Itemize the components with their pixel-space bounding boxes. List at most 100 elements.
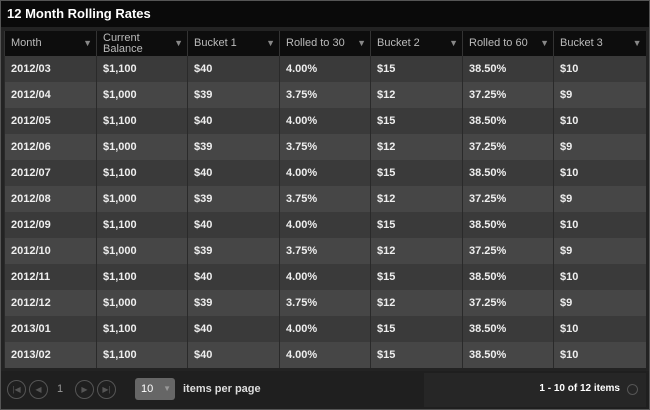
pager: |◀ ◀ 1 ▶ ▶| 10 ▼ items per page 1 - 10 of… bbox=[1, 371, 649, 409]
table-cell: $12 bbox=[370, 82, 463, 108]
table-row[interactable]: 2012/08 $1,000 $39 3.75% $12 37.25% $9 bbox=[4, 186, 646, 212]
table-cell: 37.25% bbox=[462, 82, 554, 108]
table-cell: $10 bbox=[553, 342, 646, 368]
table-row[interactable]: 2013/02 $1,100 $40 4.00% $15 38.50% $10 bbox=[4, 342, 646, 368]
table-cell: 4.00% bbox=[279, 212, 371, 238]
filter-icon[interactable]: ▼ bbox=[174, 38, 183, 48]
table-cell: $15 bbox=[370, 264, 463, 290]
table-cell: $10 bbox=[553, 108, 646, 134]
table-cell: 2012/09 bbox=[4, 212, 97, 238]
table-cell: 37.25% bbox=[462, 238, 554, 264]
filter-icon[interactable]: ▼ bbox=[449, 38, 458, 48]
table-cell: 37.25% bbox=[462, 290, 554, 316]
column-header-label: Month bbox=[11, 37, 42, 49]
table-cell: $1,100 bbox=[96, 316, 188, 342]
column-header[interactable]: Current Balance ▼ bbox=[96, 31, 188, 56]
table-row[interactable]: 2012/12 $1,000 $39 3.75% $12 37.25% $9 bbox=[4, 290, 646, 316]
table-cell: $1,000 bbox=[96, 134, 188, 160]
table-cell: 38.50% bbox=[462, 108, 554, 134]
grid-title: 12 Month Rolling Rates bbox=[1, 1, 649, 27]
first-page-button[interactable]: |◀ bbox=[7, 380, 26, 399]
table-cell: 3.75% bbox=[279, 134, 371, 160]
column-header[interactable]: Bucket 3 ▼ bbox=[553, 31, 646, 56]
table-cell: $12 bbox=[370, 134, 463, 160]
table-cell: 2012/08 bbox=[4, 186, 97, 212]
table-cell: $40 bbox=[187, 264, 280, 290]
last-page-button[interactable]: ▶| bbox=[97, 380, 116, 399]
table-cell: $39 bbox=[187, 186, 280, 212]
table-cell: 3.75% bbox=[279, 186, 371, 212]
table-cell: $15 bbox=[370, 212, 463, 238]
table-cell: $39 bbox=[187, 290, 280, 316]
table-cell: $10 bbox=[553, 56, 646, 82]
table-cell: $1,100 bbox=[96, 212, 188, 238]
table-cell: $10 bbox=[553, 264, 646, 290]
table-cell: $9 bbox=[553, 82, 646, 108]
table-cell: $1,000 bbox=[96, 290, 188, 316]
table-cell: $9 bbox=[553, 186, 646, 212]
table-cell: 2012/04 bbox=[4, 82, 97, 108]
table-cell: $15 bbox=[370, 316, 463, 342]
table-row[interactable]: 2012/09 $1,100 $40 4.00% $15 38.50% $10 bbox=[4, 212, 646, 238]
table-cell: $39 bbox=[187, 134, 280, 160]
table-cell: 2012/07 bbox=[4, 160, 97, 186]
table-row[interactable]: 2012/07 $1,100 $40 4.00% $15 38.50% $10 bbox=[4, 160, 646, 186]
table-cell: 2012/03 bbox=[4, 56, 97, 82]
rolling-rates-table: Month ▼ Current Balance ▼ Bucket 1 ▼ Rolled to… bbox=[4, 31, 646, 368]
table-cell: $40 bbox=[187, 316, 280, 342]
column-header[interactable]: Bucket 1 ▼ bbox=[187, 31, 280, 56]
table-cell: $40 bbox=[187, 160, 280, 186]
column-header-label: Rolled to 60 bbox=[469, 37, 528, 49]
filter-icon[interactable]: ▼ bbox=[540, 38, 549, 48]
table-cell: 37.25% bbox=[462, 134, 554, 160]
refresh-icon[interactable] bbox=[627, 384, 638, 395]
prev-page-button[interactable]: ◀ bbox=[29, 380, 48, 399]
filter-icon[interactable]: ▼ bbox=[83, 38, 92, 48]
table-cell: $12 bbox=[370, 238, 463, 264]
table-cell: 38.50% bbox=[462, 212, 554, 238]
table-cell: $15 bbox=[370, 56, 463, 82]
next-page-button[interactable]: ▶ bbox=[75, 380, 94, 399]
column-header[interactable]: Bucket 2 ▼ bbox=[370, 31, 463, 56]
pager-info-text: 1 - 10 of 12 items bbox=[539, 383, 620, 394]
table-cell: 4.00% bbox=[279, 108, 371, 134]
table-cell: $1,000 bbox=[96, 238, 188, 264]
column-header-label: Rolled to 30 bbox=[286, 37, 345, 49]
table-row[interactable]: 2012/03 $1,100 $40 4.00% $15 38.50% $10 bbox=[4, 56, 646, 82]
table-cell: 2013/02 bbox=[4, 342, 97, 368]
column-header[interactable]: Rolled to 60 ▼ bbox=[462, 31, 554, 56]
column-header[interactable]: Month ▼ bbox=[4, 31, 97, 56]
table-row[interactable]: 2013/01 $1,100 $40 4.00% $15 38.50% $10 bbox=[4, 316, 646, 342]
filter-icon[interactable]: ▼ bbox=[357, 38, 366, 48]
table-row[interactable]: 2012/05 $1,100 $40 4.00% $15 38.50% $10 bbox=[4, 108, 646, 134]
table-cell: 38.50% bbox=[462, 160, 554, 186]
table-row[interactable]: 2012/10 $1,000 $39 3.75% $12 37.25% $9 bbox=[4, 238, 646, 264]
table-cell: $12 bbox=[370, 186, 463, 212]
table-cell: $40 bbox=[187, 342, 280, 368]
column-header-label: Bucket 3 bbox=[560, 37, 603, 49]
table-cell: $9 bbox=[553, 238, 646, 264]
page-size-select[interactable]: 10 ▼ bbox=[135, 378, 175, 400]
table-cell: 38.50% bbox=[462, 264, 554, 290]
filter-icon[interactable]: ▼ bbox=[266, 38, 275, 48]
table-row[interactable]: 2012/06 $1,000 $39 3.75% $12 37.25% $9 bbox=[4, 134, 646, 160]
items-per-page-label: items per page bbox=[183, 383, 261, 395]
table-cell: 4.00% bbox=[279, 316, 371, 342]
filter-icon[interactable]: ▼ bbox=[632, 38, 642, 48]
table-cell: 4.00% bbox=[279, 342, 371, 368]
table-cell: 3.75% bbox=[279, 238, 371, 264]
table-cell: 2012/05 bbox=[4, 108, 97, 134]
table-cell: $40 bbox=[187, 108, 280, 134]
column-header-label: Bucket 1 bbox=[194, 37, 237, 49]
table-cell: $1,100 bbox=[96, 56, 188, 82]
table-cell: 3.75% bbox=[279, 82, 371, 108]
table-cell: $9 bbox=[553, 290, 646, 316]
table-cell: 38.50% bbox=[462, 316, 554, 342]
table-cell: $1,100 bbox=[96, 342, 188, 368]
table-row[interactable]: 2012/04 $1,000 $39 3.75% $12 37.25% $9 bbox=[4, 82, 646, 108]
table-row[interactable]: 2012/11 $1,100 $40 4.00% $15 38.50% $10 bbox=[4, 264, 646, 290]
current-page[interactable]: 1 bbox=[57, 383, 64, 395]
table-cell: 2012/11 bbox=[4, 264, 97, 290]
column-header[interactable]: Rolled to 30 ▼ bbox=[279, 31, 371, 56]
